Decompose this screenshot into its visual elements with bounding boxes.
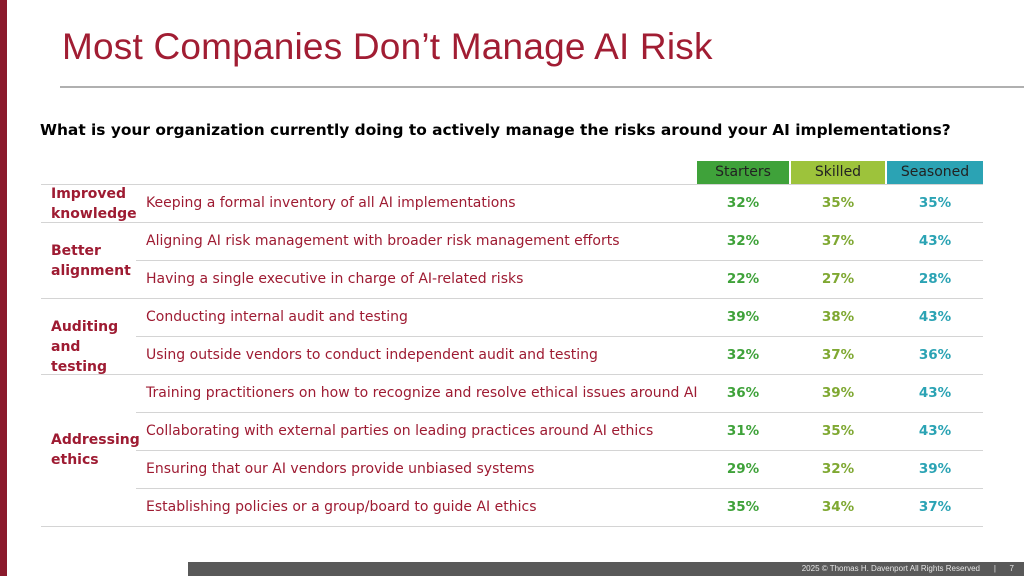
value-seasoned: 37% xyxy=(918,499,952,515)
row-divider xyxy=(136,488,983,489)
value-skilled: 32% xyxy=(821,461,855,477)
column-header-seasoned: Seasoned xyxy=(887,161,983,184)
value-starters: 32% xyxy=(726,195,760,211)
table-top-rule xyxy=(41,184,983,185)
table-row: Aligning AI risk management with broader… xyxy=(41,222,983,260)
value-starters: 36% xyxy=(726,385,760,401)
value-seasoned: 43% xyxy=(918,385,952,401)
group-divider xyxy=(41,374,983,375)
value-seasoned: 43% xyxy=(918,309,952,325)
table-bottom-rule xyxy=(41,526,983,527)
table-row: Keeping a formal inventory of all AI imp… xyxy=(41,184,983,222)
value-starters: 35% xyxy=(726,499,760,515)
table-row: Using outside vendors to conduct indepen… xyxy=(41,336,983,374)
group-divider xyxy=(41,298,983,299)
row-label: Keeping a formal inventory of all AI imp… xyxy=(146,195,516,211)
footer-separator: | xyxy=(993,564,996,573)
page-number: 7 xyxy=(1009,564,1014,573)
value-skilled: 35% xyxy=(821,423,855,439)
value-starters: 39% xyxy=(726,309,760,325)
row-label: Using outside vendors to conduct indepen… xyxy=(146,347,598,363)
table-row: Collaborating with external parties on l… xyxy=(41,412,983,450)
group-label-auditing-testing: Auditing and testing xyxy=(51,319,119,375)
group-divider xyxy=(41,222,983,223)
row-divider xyxy=(136,260,983,261)
value-skilled: 35% xyxy=(821,195,855,211)
row-label: Conducting internal audit and testing xyxy=(146,309,408,325)
row-divider xyxy=(136,336,983,337)
value-skilled: 37% xyxy=(821,233,855,249)
value-seasoned: 36% xyxy=(918,347,952,363)
row-label: Establishing policies or a group/board t… xyxy=(146,499,537,515)
value-starters: 32% xyxy=(726,347,760,363)
value-starters: 22% xyxy=(726,271,760,287)
group-label-improved-knowledge: Improved knowledge xyxy=(51,186,137,222)
row-divider xyxy=(136,450,983,451)
value-skilled: 34% xyxy=(821,499,855,515)
row-label: Training practitioners on how to recogni… xyxy=(146,385,698,401)
value-starters: 32% xyxy=(726,233,760,249)
footer-copyright: 2025 © Thomas H. Davenport All Rights Re… xyxy=(801,564,980,573)
value-starters: 29% xyxy=(726,461,760,477)
survey-question: What is your organization currently doin… xyxy=(40,121,951,139)
value-skilled: 27% xyxy=(821,271,855,287)
title-divider xyxy=(60,86,1024,88)
table-row: Ensuring that our AI vendors provide unb… xyxy=(41,450,983,488)
accent-bar xyxy=(0,0,7,576)
row-label: Having a single executive in charge of A… xyxy=(146,271,524,287)
group-label-addressing-ethics: Addressing ethics xyxy=(51,432,140,468)
value-seasoned: 43% xyxy=(918,423,952,439)
row-label: Collaborating with external parties on l… xyxy=(146,423,654,439)
value-seasoned: 28% xyxy=(918,271,952,287)
slide-title: Most Companies Don’t Manage AI Risk xyxy=(62,26,713,67)
value-skilled: 38% xyxy=(821,309,855,325)
value-starters: 31% xyxy=(726,423,760,439)
footer-bar: 2025 © Thomas H. Davenport All Rights Re… xyxy=(188,562,1024,576)
row-divider xyxy=(136,412,983,413)
table-row: Having a single executive in charge of A… xyxy=(41,260,983,298)
row-label: Aligning AI risk management with broader… xyxy=(146,233,620,249)
value-skilled: 39% xyxy=(821,385,855,401)
row-label: Ensuring that our AI vendors provide unb… xyxy=(146,461,535,477)
group-label-better-alignment: Better alignment xyxy=(51,243,131,279)
value-skilled: 37% xyxy=(821,347,855,363)
column-header-starters: Starters xyxy=(697,161,789,184)
value-seasoned: 35% xyxy=(918,195,952,211)
table-row: Establishing policies or a group/board t… xyxy=(41,488,983,526)
value-seasoned: 39% xyxy=(918,461,952,477)
value-seasoned: 43% xyxy=(918,233,952,249)
table-row: Training practitioners on how to recogni… xyxy=(41,374,983,412)
column-header-skilled: Skilled xyxy=(791,161,885,184)
table-row: Conducting internal audit and testing 39… xyxy=(41,298,983,336)
